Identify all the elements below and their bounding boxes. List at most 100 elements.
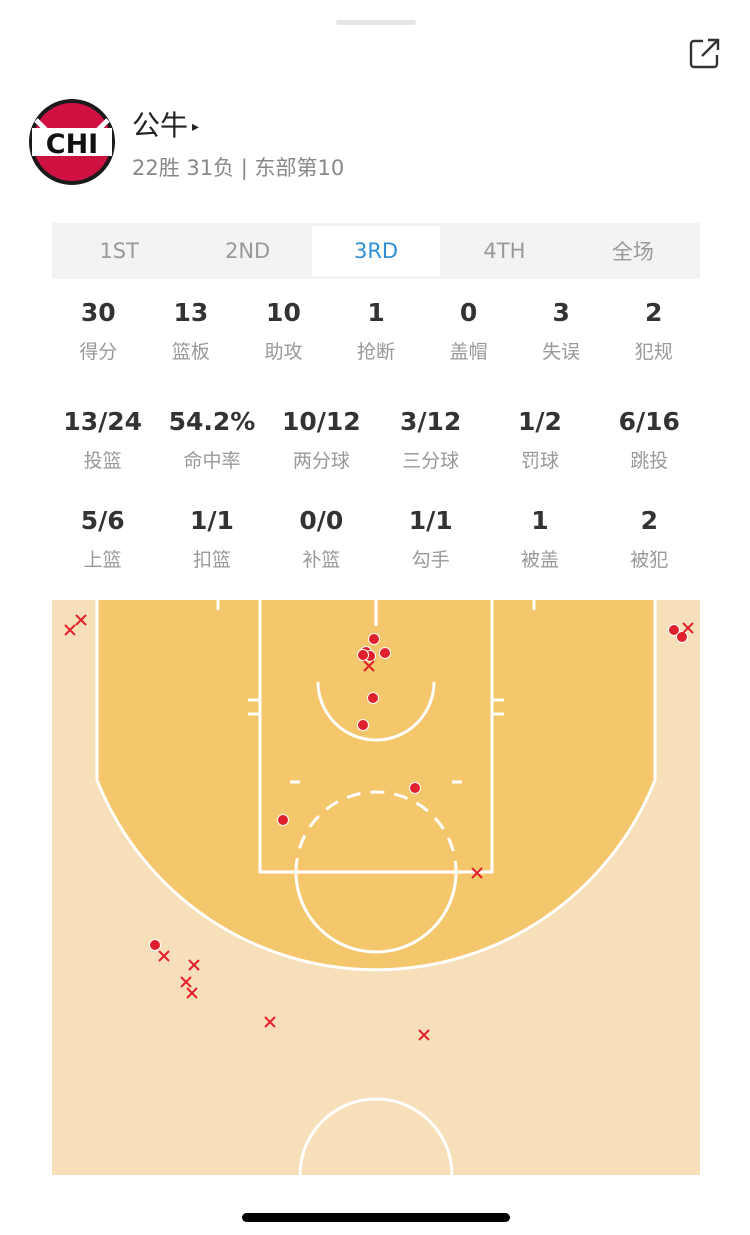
stat-label: 投篮	[83, 450, 122, 472]
missed-shot	[363, 660, 375, 672]
stat-item: 6/16 跳投	[595, 407, 704, 473]
made-shot	[149, 939, 161, 951]
stat-item: 1/1 扣篮	[157, 506, 266, 572]
missed-shot	[186, 987, 198, 999]
stat-label: 补篮	[302, 549, 341, 571]
tab-3rd[interactable]: 3RD	[311, 226, 441, 276]
made-shot	[357, 719, 369, 731]
free-throw-circle-upper	[294, 790, 458, 873]
stat-label: 盖帽	[449, 341, 488, 363]
stat-label: 得分	[79, 341, 118, 363]
stat-value: 1/2	[518, 407, 562, 436]
stat-label: 扣篮	[192, 549, 231, 571]
stat-item: 2 犯规	[607, 298, 700, 364]
stat-label: 三分球	[402, 450, 460, 472]
missed-shot	[418, 1029, 430, 1041]
stat-value: 2	[645, 298, 663, 327]
missed-shot	[264, 1016, 276, 1028]
stat-value: 2	[640, 506, 658, 535]
tab-4th[interactable]: 4TH	[483, 239, 526, 263]
stat-label: 篮板	[171, 341, 210, 363]
stat-item: 13 篮板	[145, 298, 238, 364]
stat-label: 被盖	[520, 549, 559, 571]
missed-shot	[682, 622, 694, 634]
stat-value: 13	[173, 298, 209, 327]
missed-shot	[180, 976, 192, 988]
stat-value: 10	[266, 298, 301, 327]
stat-item: 1 抢断	[330, 298, 423, 364]
tab-1st[interactable]: 1ST	[99, 239, 139, 263]
stat-item: 30 得分	[52, 298, 145, 364]
stat-item: 10/12 两分球	[267, 407, 376, 473]
made-shot	[367, 692, 379, 704]
team-logo: CHI	[29, 99, 115, 185]
tab-full-game[interactable]: 全场	[611, 240, 654, 264]
stat-item: 1/2 罚球	[485, 407, 594, 473]
stat-item: 3 失误	[515, 298, 608, 364]
stat-label: 跳投	[630, 450, 669, 472]
stat-label: 抢断	[357, 341, 396, 363]
shots	[64, 614, 694, 1041]
stat-label: 命中率	[183, 450, 241, 472]
stat-value: 1	[531, 506, 549, 535]
three-point-area	[97, 600, 655, 970]
stats-row-basic: 30 得分 13 篮板 10 助攻 1 抢断 0 盖帽 3 失误 2 犯规	[52, 298, 700, 364]
restricted-area	[316, 681, 436, 742]
stat-item: 2 被犯	[595, 506, 704, 572]
stat-item: 54.2% 命中率	[157, 407, 266, 473]
made-shot	[368, 633, 380, 645]
home-indicator	[242, 1213, 510, 1222]
made-shot	[409, 782, 421, 794]
missed-shot	[188, 959, 200, 971]
center-circle	[298, 1097, 454, 1175]
stat-value: 1/1	[190, 506, 234, 535]
made-shot	[277, 814, 289, 826]
team-name[interactable]: 公牛 ▸	[132, 109, 200, 142]
stats-row-shot-types: 5/6 上篮 1/1 扣篮 0/0 补篮 1/1 勾手 1 被盖 2 被犯	[48, 506, 704, 572]
missed-shot	[158, 950, 170, 962]
stat-item: 10 助攻	[237, 298, 330, 364]
stat-label: 助攻	[264, 341, 303, 363]
missed-shot	[64, 624, 76, 636]
stat-value: 1	[367, 298, 385, 327]
arrow-right-icon: ▸	[192, 119, 200, 135]
stat-item: 3/12 三分球	[376, 407, 485, 473]
paint	[258, 600, 494, 874]
tab-2nd[interactable]: 2ND	[224, 239, 271, 263]
stat-label: 失误	[542, 341, 581, 363]
stat-item: 1 被盖	[485, 506, 594, 572]
stat-value: 3	[552, 298, 570, 327]
stat-label: 两分球	[292, 450, 350, 472]
team-record: 22胜 31负 | 东部第10	[132, 156, 345, 180]
made-shot	[379, 647, 391, 659]
stats-row-shooting: 13/24 投篮 54.2% 命中率 10/12 两分球 3/12 三分球 1/2 罚球 6/16 跳…	[48, 407, 704, 473]
stat-item: 0 盖帽	[422, 298, 515, 364]
free-throw-circle-lower	[294, 871, 458, 954]
three-point-line	[95, 600, 657, 972]
share-icon[interactable]	[688, 36, 722, 70]
missed-shot	[75, 614, 87, 626]
stat-value: 13/24	[63, 407, 143, 436]
stat-value: 30	[80, 298, 116, 327]
stat-value: 54.2%	[168, 407, 256, 436]
made-shot	[668, 624, 680, 636]
stat-value: 0/0	[299, 506, 344, 535]
stat-label: 勾手	[411, 549, 450, 571]
stat-value: 3/12	[399, 407, 462, 436]
svg-text:CHI: CHI	[46, 129, 98, 160]
stat-item: 0/0 补篮	[267, 506, 376, 572]
stat-item: 5/6 上篮	[48, 506, 157, 572]
period-tabs: 1ST 2ND 3RD 4TH 全场	[52, 223, 700, 279]
shot-chart	[52, 600, 700, 1175]
stat-value: 0	[459, 298, 478, 327]
missed-shot	[471, 867, 483, 879]
drag-handle[interactable]	[336, 20, 416, 25]
lane-marks	[216, 600, 536, 784]
stat-value: 5/6	[80, 506, 125, 535]
stat-value: 6/16	[618, 407, 680, 436]
stat-item: 1/1 勾手	[376, 506, 485, 572]
stat-item: 13/24 投篮	[48, 407, 157, 473]
stat-label: 被犯	[630, 549, 669, 571]
made-shot	[676, 631, 688, 643]
stat-value: 10/12	[281, 407, 361, 436]
